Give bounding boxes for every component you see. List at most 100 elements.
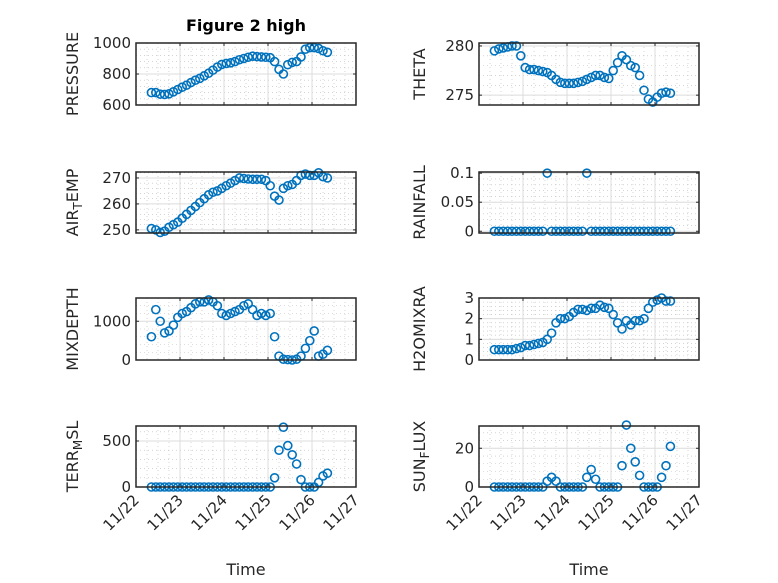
panel-sun-flux: 0 20 SUNFLUX 11/22 11/23 11/24 11/25 11/26 11/27… [410,420,706,579]
data-point [546,226,557,237]
data-point [524,340,535,351]
data-point [168,320,179,330]
x-tick-label: 11/23 [144,491,187,534]
data-point [318,45,328,56]
data-point [599,72,610,83]
data-point [155,89,165,99]
data-point [621,420,632,430]
data-point [630,62,641,73]
data-point [661,460,671,471]
panel-pressure: 600 800 1000 PRESSURE [63,32,357,116]
y-tick-label: 600 [102,96,131,114]
data-point [269,56,280,67]
data-point [630,315,641,326]
data-point [243,52,253,63]
y-axis-label: AIRTEMP [63,168,85,236]
data-point [581,472,592,483]
data-point [278,69,289,79]
x-tick-label: 11/25 [575,491,618,534]
data-point [524,226,535,237]
data-point [542,168,553,178]
data-point [533,226,544,237]
y-axis-label: SUNFLUX [410,421,432,493]
data-point [617,324,627,334]
y-tick-label: 260 [102,195,131,213]
y-tick-label: 1000 [93,34,131,52]
data-point [221,58,231,69]
data-point [296,474,306,485]
data-point [221,310,231,321]
data-point [665,296,676,306]
data-point [652,295,663,305]
data-point [225,58,236,68]
data-point [564,78,575,89]
data-point [322,468,333,478]
x-tick-label: 11/24 [188,491,231,534]
data-point [639,85,649,96]
data-point [639,313,649,324]
data-point [239,300,249,311]
data-point [217,308,227,319]
y-tick-label: 2 [464,310,474,328]
axes-box [135,425,357,488]
data-point [511,343,522,354]
data-point [586,303,597,314]
data-point [586,72,597,83]
data-point [634,470,645,481]
y-axis-label: THETA [410,48,429,100]
chart-title: Figure 2 high [186,16,306,35]
data-point [247,51,258,61]
data-point [296,52,306,62]
data-point [599,302,610,313]
data-point [190,299,201,309]
data-point [630,457,641,467]
panel-mixdepth: 0 1000 MIXDEPTH [63,287,357,371]
data-point [586,464,597,475]
data-point [537,66,548,77]
data-point [282,440,293,451]
data-point [573,304,583,315]
y-tick-label: 270 [102,169,131,187]
data-point [300,44,311,55]
data-point [287,449,298,460]
data-point [230,56,240,67]
data-point [573,77,583,88]
plot-area [479,426,699,487]
data-point [300,169,311,179]
y-tick-label: 0 [464,351,474,369]
data-point [230,306,240,317]
data-point [661,87,671,98]
data-point [502,226,513,237]
y-axis-label: H2OMIXRA [410,286,429,372]
data-point [322,345,333,356]
data-point [555,77,566,88]
data-point [555,313,566,324]
y-tick-label: 800 [102,65,131,83]
y-tick-label: 280 [445,37,474,55]
data-point [256,308,267,319]
y-tick-label: 250 [102,221,131,239]
y-tick-label: 0 [121,351,131,369]
data-point [590,474,601,485]
data-point [608,309,619,320]
data-point [603,73,614,84]
data-point [260,310,271,321]
y-tick-label: 0 [464,478,474,496]
data-point [612,226,623,237]
data-point [568,78,579,89]
data-point [252,174,262,185]
data-point [529,64,539,75]
panel-h2omixra: 0 1 2 3 H2OMIXRA [410,286,700,372]
axes-box [478,297,700,361]
y-tick-label: 1000 [93,312,131,330]
data-point [665,441,676,452]
axes-box [135,171,357,234]
data-point [507,41,517,51]
data-point [515,50,526,61]
data-point [577,76,588,87]
data-point [665,226,676,237]
panel-rainfall: 0 0.05 0.1 RAINFALL [410,164,700,240]
data-point [634,315,645,326]
data-point [164,89,174,99]
